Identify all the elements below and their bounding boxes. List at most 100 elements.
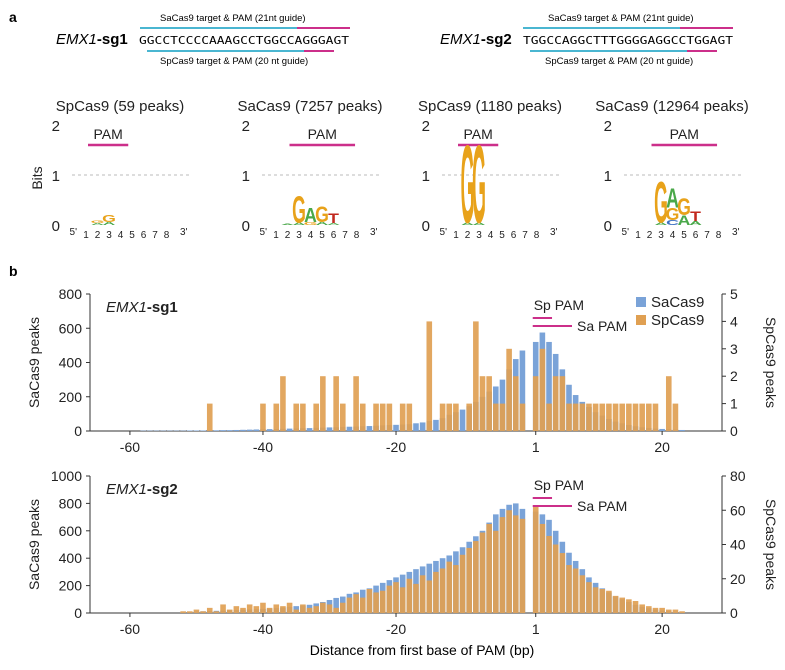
bar-spcas9 <box>546 535 552 613</box>
bar-spcas9 <box>646 606 652 613</box>
bar-spcas9 <box>659 607 665 613</box>
logo-pam-label: PAM <box>308 126 337 142</box>
bar-spcas9 <box>273 604 280 613</box>
y-tick-left-label: 400 <box>59 355 83 371</box>
bar-spcas9 <box>499 403 506 431</box>
bar-sacas9 <box>679 429 685 431</box>
y-tick-left-label: 200 <box>59 389 83 405</box>
bar-spcas9 <box>386 585 393 613</box>
bar-spcas9 <box>320 602 326 613</box>
sa-pam-label: Sa PAM <box>577 318 627 334</box>
sp-pam-label: Sp PAM <box>534 477 584 493</box>
bar-spcas9 <box>359 403 366 431</box>
legend-label-spcas9: SpCas9 <box>651 312 704 329</box>
guide-sg2-sa-label: SaCas9 target & PAM (21nt guide) <box>548 13 694 24</box>
logo-ytick-label: 2 <box>52 118 60 135</box>
logo-ytick-label: 1 <box>422 168 430 185</box>
bar-spcas9 <box>260 403 266 431</box>
bar-sacas9 <box>286 428 293 431</box>
bar-sacas9 <box>220 430 226 431</box>
y-tick-left-label: 600 <box>59 523 83 539</box>
logo-letter-A: A <box>103 221 116 226</box>
bar-spcas9 <box>572 568 579 613</box>
bar-spcas9 <box>665 609 672 613</box>
logo-position-label: 1 <box>83 230 89 241</box>
chart-title-suffix: -sg2 <box>147 481 178 498</box>
bar-spcas9 <box>313 606 319 613</box>
y-axis-right-title: SpCas9 peaks <box>763 499 779 590</box>
bar-spcas9 <box>606 403 612 431</box>
logo-position-label: 4 <box>488 230 494 241</box>
y-tick-left-label: 200 <box>59 578 83 594</box>
bar-spcas9 <box>453 403 459 431</box>
bar-sacas9 <box>393 424 399 431</box>
bar-sacas9 <box>226 430 233 431</box>
logo-position-label: 4 <box>670 230 676 241</box>
y-tick-left-label: 0 <box>74 605 82 621</box>
bar-spcas9 <box>426 580 433 613</box>
bar-spcas9 <box>592 403 599 431</box>
logo-letter-A: A <box>91 223 104 226</box>
bar-spcas9 <box>519 518 526 613</box>
bar-spcas9 <box>672 609 679 613</box>
bar-spcas9 <box>599 589 606 613</box>
logo-letter-G: G <box>472 122 486 246</box>
x-tick-label: -20 <box>386 621 406 637</box>
bar-spcas9 <box>499 517 506 613</box>
bar-spcas9 <box>632 403 639 431</box>
bar-sacas9 <box>659 428 665 431</box>
bar-spcas9 <box>519 403 526 431</box>
logo-position-label: 8 <box>716 230 722 241</box>
logo-position-label: 7 <box>152 230 158 241</box>
bar-spcas9 <box>586 403 592 431</box>
logo-position-label: 4 <box>308 230 314 241</box>
bar-spcas9 <box>300 604 306 613</box>
bar-spcas9 <box>266 607 273 613</box>
chart-sg2: 0 200 400 600 800 1000 0 20 40 60 80 -60 -40 -20 1 20 Sa… <box>26 468 779 637</box>
logo-letter-G: G <box>304 221 318 226</box>
logo-ytick-label: 0 <box>52 218 60 235</box>
logo-position-label: 8 <box>534 230 540 241</box>
guide-sg1-suffix: -sg1 <box>97 31 128 48</box>
guide-sg1-gene: EMX1-sg1 <box>56 31 128 48</box>
sa-pam-label: Sa PAM <box>577 498 627 514</box>
bar-spcas9 <box>592 587 599 613</box>
logo-5prime: 5' <box>70 227 78 238</box>
bar-spcas9 <box>493 530 499 613</box>
bar-spcas9 <box>539 523 546 613</box>
bar-spcas9 <box>280 376 286 431</box>
bar-sacas9 <box>306 428 313 431</box>
bar-spcas9 <box>639 604 645 613</box>
bar-spcas9 <box>612 595 619 613</box>
bar-spcas9 <box>333 607 339 613</box>
logo-letter-A: A <box>678 214 691 229</box>
guide-sg2-gene: EMX1-sg2 <box>440 31 512 48</box>
bar-sacas9 <box>346 426 353 431</box>
y-axis-left-title: SaCas9 peaks <box>26 317 42 408</box>
bar-spcas9 <box>479 532 486 613</box>
y-tick-right-label: 40 <box>730 537 746 553</box>
bar-spcas9 <box>493 403 499 431</box>
bar-sacas9 <box>326 427 333 431</box>
logo-letter-T: T <box>328 212 339 227</box>
bar-spcas9 <box>532 376 539 431</box>
logo-position-label: 4 <box>118 230 124 241</box>
bar-spcas9 <box>466 547 472 613</box>
bar-spcas9 <box>479 376 486 431</box>
logo-3prime: 3' <box>732 227 740 238</box>
y-tick-right-label: 3 <box>730 341 738 357</box>
bar-spcas9 <box>313 403 319 431</box>
chart-title-gene: EMX1 <box>106 299 147 316</box>
logo-position-label: 6 <box>693 230 699 241</box>
guide-sg2-sp-label: SpCas9 target & PAM (20 nt guide) <box>545 56 693 67</box>
logo-letter-G: G <box>91 220 105 224</box>
logo-ytick-label: 1 <box>52 168 60 185</box>
y-tick-right-label: 1 <box>730 396 738 412</box>
bar-spcas9 <box>193 609 200 613</box>
bar-spcas9 <box>652 403 659 431</box>
bar-spcas9 <box>366 589 373 613</box>
x-tick-label: 20 <box>654 621 670 637</box>
bar-spcas9 <box>559 376 566 431</box>
